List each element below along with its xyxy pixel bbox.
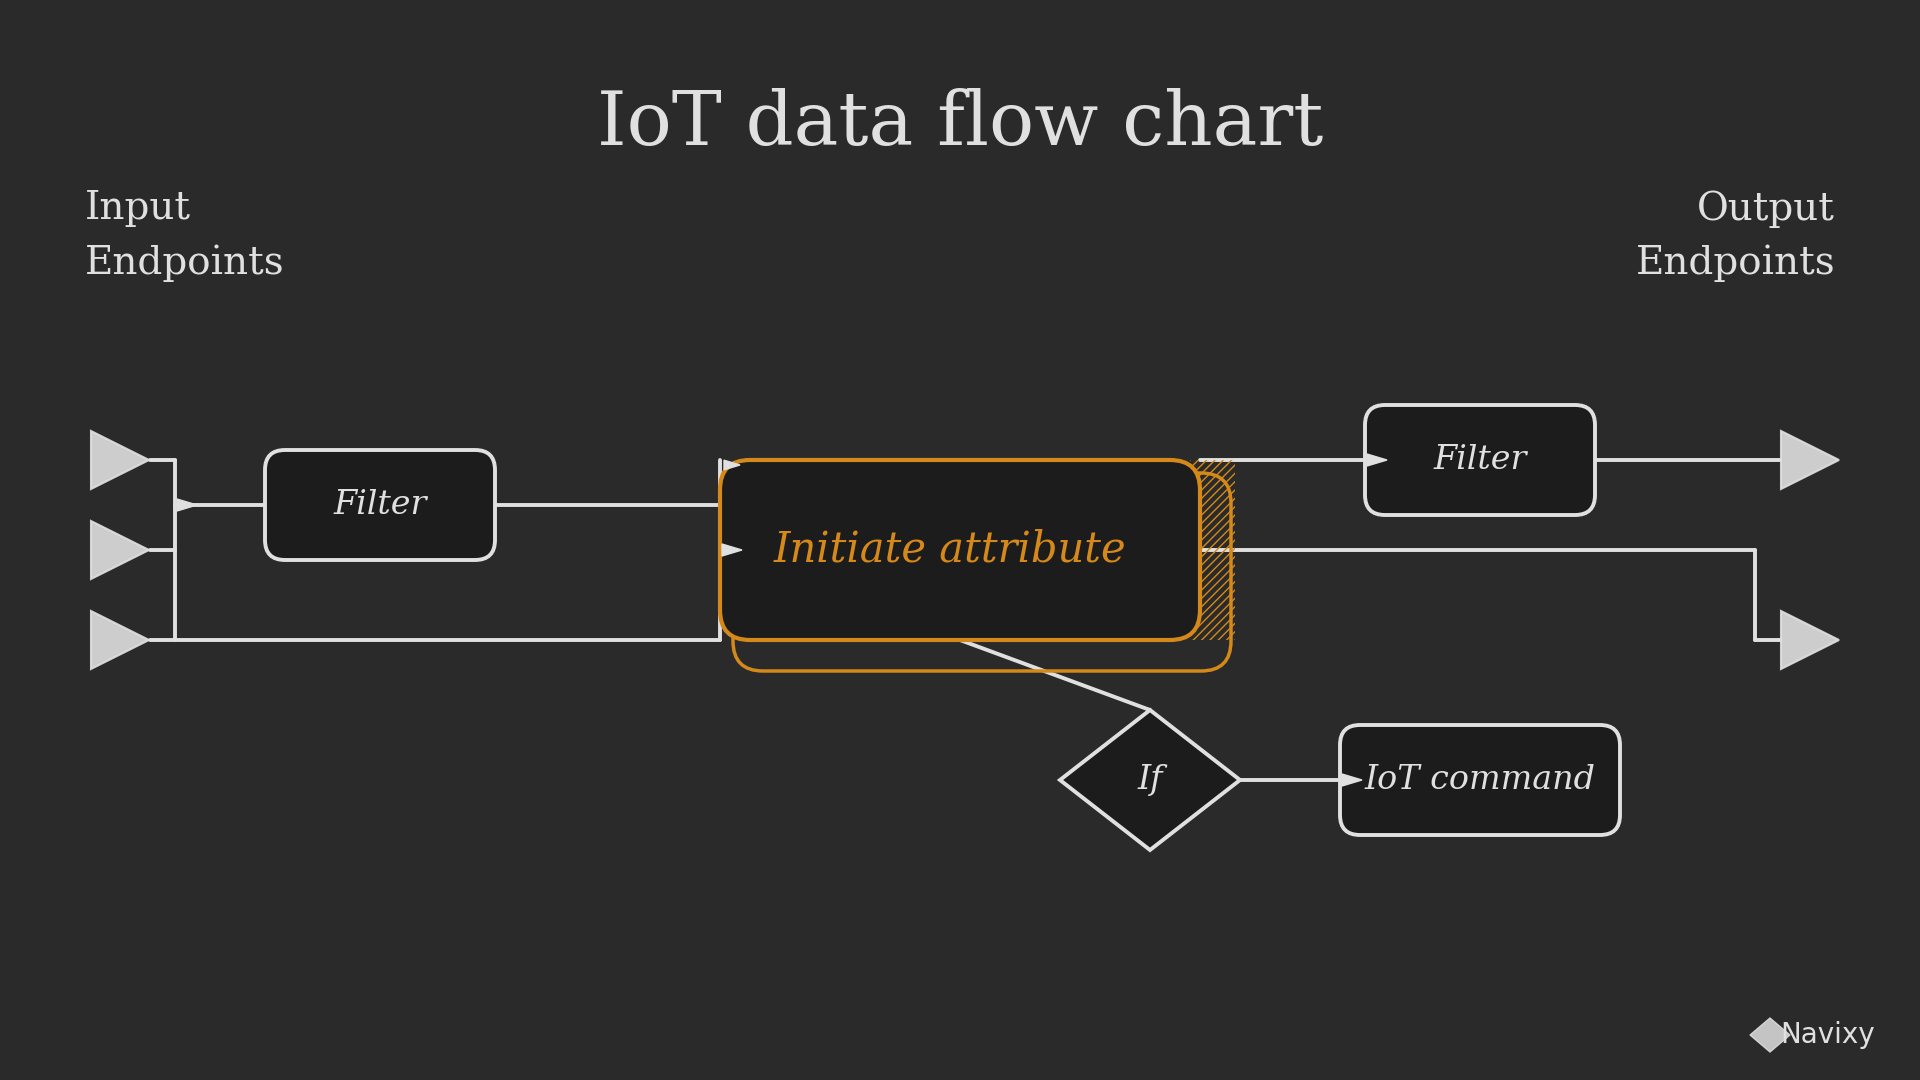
Text: Navixy: Navixy bbox=[1780, 1021, 1876, 1049]
Text: IoT command: IoT command bbox=[1365, 764, 1596, 796]
Polygon shape bbox=[1749, 1018, 1789, 1052]
FancyBboxPatch shape bbox=[1340, 725, 1620, 835]
Text: Endpoints: Endpoints bbox=[1636, 245, 1836, 283]
Text: If: If bbox=[1137, 764, 1164, 796]
Polygon shape bbox=[722, 544, 741, 556]
FancyBboxPatch shape bbox=[720, 460, 1200, 640]
Text: Initiate attribute: Initiate attribute bbox=[774, 529, 1127, 571]
Polygon shape bbox=[1342, 774, 1361, 786]
Polygon shape bbox=[1367, 454, 1386, 465]
Text: Output: Output bbox=[1697, 190, 1836, 228]
Polygon shape bbox=[1060, 710, 1240, 850]
Polygon shape bbox=[1782, 431, 1839, 489]
Text: Filter: Filter bbox=[1432, 444, 1526, 476]
FancyBboxPatch shape bbox=[1365, 405, 1596, 515]
Text: IoT data flow chart: IoT data flow chart bbox=[597, 89, 1323, 162]
Polygon shape bbox=[90, 431, 150, 489]
Polygon shape bbox=[90, 521, 150, 579]
Polygon shape bbox=[724, 460, 739, 470]
Polygon shape bbox=[90, 611, 150, 669]
Polygon shape bbox=[177, 499, 198, 511]
Text: Input: Input bbox=[84, 190, 190, 227]
Text: Endpoints: Endpoints bbox=[84, 245, 284, 283]
FancyBboxPatch shape bbox=[265, 450, 495, 561]
Polygon shape bbox=[1782, 611, 1839, 669]
Text: Filter: Filter bbox=[334, 489, 426, 521]
